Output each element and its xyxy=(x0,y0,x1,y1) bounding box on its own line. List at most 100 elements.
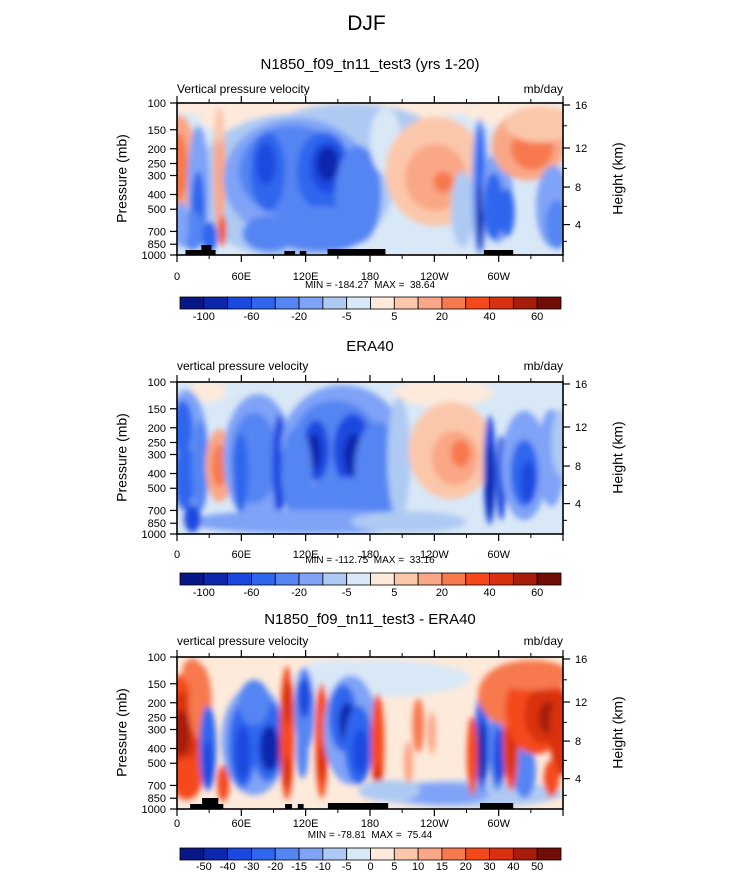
height-tick-label: 16 xyxy=(575,654,587,666)
x-tick-label: 0 xyxy=(174,818,180,830)
pressure-tick-label: 250 xyxy=(148,437,166,449)
pressure-tick-label: 150 xyxy=(148,679,166,691)
contour-blob xyxy=(318,745,326,782)
pressure-tick-label: 200 xyxy=(148,144,166,156)
pressure-tick-label: 700 xyxy=(148,505,166,517)
colorbar-segment xyxy=(393,847,419,861)
colorbar-segment xyxy=(536,572,562,586)
height-tick-label: 4 xyxy=(575,499,581,511)
panel-1-height-axis-title: Height (km) xyxy=(609,142,626,215)
contour-blob xyxy=(393,382,494,407)
colorbar-label: -5 xyxy=(342,587,352,599)
colorbar-segment xyxy=(227,847,252,861)
contour-blob xyxy=(451,171,475,248)
x-tick-label: 180 xyxy=(361,549,379,561)
pressure-tick-label: 400 xyxy=(148,744,166,756)
colorbar-segment xyxy=(536,296,562,310)
contour-blob xyxy=(316,147,339,181)
pressure-tick-label: 250 xyxy=(148,158,166,170)
contour-field xyxy=(177,103,563,255)
pressure-tick-label: 150 xyxy=(148,404,166,416)
colorbar-label: 30 xyxy=(483,861,495,873)
pressure-tick-label: 1000 xyxy=(142,804,166,816)
contour-blob xyxy=(520,461,536,504)
contour-blob xyxy=(485,444,494,518)
colorbar-segment xyxy=(370,847,395,861)
colorbar-label: 40 xyxy=(483,587,495,599)
x-tick-label: 120E xyxy=(293,549,319,561)
contour-blob xyxy=(256,142,276,186)
panel-3: 0 60E 120E 180 120W 60W1001502002503004005007… xyxy=(142,650,587,873)
colorbar-label: 10 xyxy=(412,861,424,873)
colorbar-segment xyxy=(274,572,300,586)
colorbar-segment xyxy=(274,296,300,310)
contour-blob xyxy=(427,711,437,755)
colorbar-segment xyxy=(298,296,324,310)
contour-blob xyxy=(493,660,563,691)
panel-3-pressure-axis-title: Pressure (mb) xyxy=(113,688,130,777)
colorbar-segment xyxy=(465,296,490,310)
panel-1-pressure-axis-title: Pressure (mb) xyxy=(113,134,130,223)
colorbar-segment xyxy=(274,847,300,861)
colorbar-segment xyxy=(417,847,443,861)
contour-blob xyxy=(281,427,313,519)
x-tick-label: 120W xyxy=(420,271,449,283)
panel-3-height-axis-title: Height (km) xyxy=(609,696,626,769)
height-tick-label: 8 xyxy=(575,182,581,194)
colorbar-segment xyxy=(203,847,229,861)
contour-blob xyxy=(214,107,225,145)
contour-blob xyxy=(505,106,563,143)
pressure-tick-label: 300 xyxy=(148,171,166,183)
topography-bar xyxy=(299,251,307,255)
colorbar-segment xyxy=(322,572,348,586)
pressure-tick-label: 500 xyxy=(148,204,166,216)
height-tick-label: 16 xyxy=(575,379,587,391)
contour-blob xyxy=(512,743,536,799)
x-tick-label: 120W xyxy=(420,549,449,561)
panel-3-minmax: MIN = -78.81 MAX = 75.44 xyxy=(307,830,433,841)
pressure-tick-label: 100 xyxy=(148,652,166,664)
colorbar-segment xyxy=(179,572,205,586)
axis-ticks xyxy=(170,650,570,816)
topography-bar xyxy=(480,803,514,809)
pressure-tick-label: 200 xyxy=(148,698,166,710)
colorbar-label: 20 xyxy=(460,861,472,873)
colorbar-segment xyxy=(179,296,205,310)
pressure-tick-label: 100 xyxy=(148,98,166,110)
topography-bar xyxy=(327,803,389,809)
contour-blob xyxy=(211,444,228,487)
contour-blob xyxy=(543,760,560,797)
pressure-tick-label: 850 xyxy=(148,518,166,530)
contour-blob xyxy=(493,728,506,784)
contour-blob xyxy=(283,755,291,790)
topography-bar xyxy=(202,798,219,809)
colorbar-segment xyxy=(465,847,490,861)
colorbar-segment xyxy=(441,847,467,861)
colorbar-label: 40 xyxy=(507,861,519,873)
x-tick-label: 60W xyxy=(487,271,510,283)
x-tick-label: 60E xyxy=(232,818,252,830)
x-tick-label: 60E xyxy=(232,549,252,561)
colorbar-label: -100 xyxy=(193,311,215,323)
x-tick-label: 120E xyxy=(293,271,319,283)
colorbar-segment xyxy=(417,572,443,586)
colorbar-segment xyxy=(346,572,371,586)
colorbar-segment xyxy=(393,296,419,310)
colorbar-label: 5 xyxy=(391,311,397,323)
contour-blob xyxy=(232,433,249,513)
colorbar-segment xyxy=(489,296,514,310)
colorbar-segment xyxy=(251,296,276,310)
contour-blob xyxy=(477,720,487,782)
panel-2-title: ERA40 xyxy=(346,338,394,355)
x-tick-label: 120W xyxy=(420,818,449,830)
colorbar-label: 40 xyxy=(483,311,495,323)
contour-blob xyxy=(283,681,293,724)
contour-blob xyxy=(218,215,227,246)
figure-title: DJF xyxy=(347,12,386,35)
panel-1-field-label: Vertical pressure velocity xyxy=(177,82,310,96)
contour-blob xyxy=(191,420,209,512)
topography-bar xyxy=(284,251,296,255)
colorbar-segment xyxy=(441,572,467,586)
